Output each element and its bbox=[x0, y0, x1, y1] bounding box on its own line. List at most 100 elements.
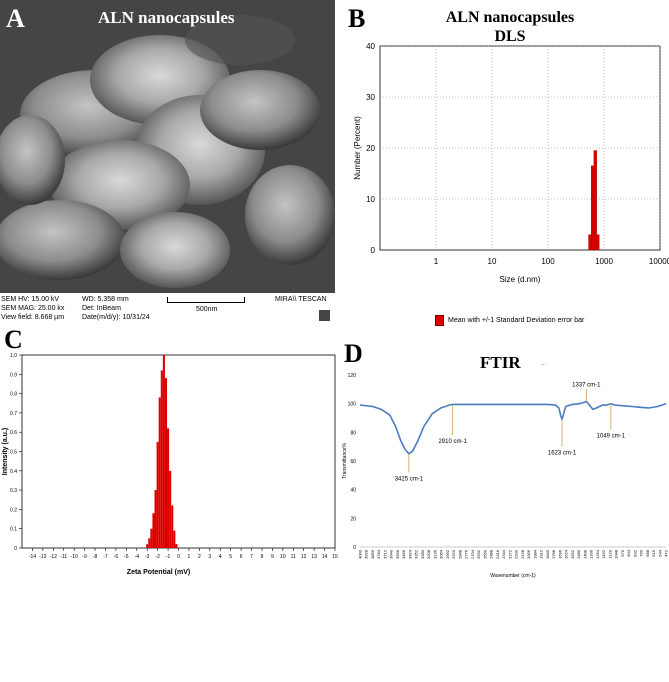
zeta-y-tick-label: 0.5 bbox=[10, 450, 17, 456]
zeta-x-tick-label: 13 bbox=[311, 554, 317, 560]
ftir-x-tick-label: 976 bbox=[620, 549, 625, 556]
ftir-x-tick-label: 616 bbox=[651, 549, 656, 556]
ftir-x-tick-label: 2272 bbox=[507, 549, 512, 559]
zeta-x-tick-label: 1 bbox=[188, 554, 191, 560]
zeta-x-tick-label: 9 bbox=[271, 554, 274, 560]
zeta-x-tick-label: -6 bbox=[114, 554, 119, 560]
dls-x-tick-label: 1 bbox=[434, 257, 439, 266]
ftir-x-tick-label: 832 bbox=[632, 549, 637, 556]
ftir-x-tick-label: 472 bbox=[664, 549, 669, 556]
ftir-y-tick-label: 100 bbox=[348, 402, 357, 408]
sem-hv: SEM HV: 15.00 kV bbox=[1, 296, 60, 303]
dls-legend: Mean with +/-1 Standard Deviation error … bbox=[435, 315, 584, 326]
dls-title-line-1: ALN nanocapsules bbox=[445, 9, 575, 26]
ftir-annotation-label: 3425 cm-1 bbox=[395, 476, 424, 482]
ftir-x-tick-label: 3856 bbox=[370, 549, 375, 559]
ftir-y-tick-label: 120 bbox=[348, 373, 357, 379]
ftir-x-tick-label: 2704 bbox=[470, 549, 475, 559]
ftir-x-tick-label: 3208 bbox=[426, 549, 431, 559]
dls-title: ALN nanocapsules DLS bbox=[430, 8, 590, 46]
zeta-y-tick-label: 0.1 bbox=[10, 527, 17, 533]
zeta-bar bbox=[175, 544, 178, 548]
dls-legend-swatch bbox=[435, 315, 444, 326]
ftir-x-tick-label: 3568 bbox=[395, 549, 400, 559]
ftir-x-tick-label: 2776 bbox=[464, 549, 469, 559]
ftir-title-suffix: ... bbox=[541, 361, 546, 367]
ftir-x-tick-label: 3640 bbox=[389, 549, 394, 559]
ftir-x-tick-label: 1192 bbox=[601, 549, 606, 558]
dls-y-tick-label: 40 bbox=[366, 42, 375, 51]
dls-bar bbox=[593, 150, 597, 251]
ftir-x-tick-label: 1912 bbox=[539, 549, 544, 559]
zeta-bar bbox=[171, 505, 174, 548]
ftir-y-axis-label: Transmittance% bbox=[342, 442, 348, 478]
zeta-x-tick-label: 11 bbox=[291, 554, 296, 560]
ftir-y-tick-label: 40 bbox=[350, 488, 356, 494]
zeta-x-tick-label: -9 bbox=[82, 554, 87, 560]
ftir-y-tick-label: 20 bbox=[350, 516, 356, 522]
dls-y-axis-label: Number (Percent) bbox=[353, 116, 362, 180]
ftir-annotation-label: 1623 cm-1 bbox=[548, 451, 577, 457]
ftir-x-tick-label: 1264 bbox=[595, 549, 600, 559]
zeta-x-tick-label: -5 bbox=[124, 554, 129, 560]
zeta-bar bbox=[167, 428, 170, 548]
ftir-x-tick-label: 3928 bbox=[364, 549, 369, 559]
zeta-x-tick-label: 6 bbox=[240, 554, 243, 560]
ftir-x-tick-label: 3496 bbox=[401, 549, 406, 559]
tescan-logo-icon bbox=[319, 310, 330, 321]
zeta-y-tick-label: 0 bbox=[14, 546, 17, 552]
ftir-x-tick-label: 1336 bbox=[589, 549, 594, 559]
dls-x-tick-label: 100 bbox=[541, 257, 555, 266]
zeta-y-axis-label: Intensity (a.u.) bbox=[2, 428, 9, 475]
sem-brand: MIRA\\ TESCAN bbox=[275, 296, 327, 303]
sem-title: ALN nanocapsules bbox=[98, 8, 235, 27]
zeta-y-tick-label: 0.4 bbox=[10, 469, 17, 475]
dls-x-tick-label: 10 bbox=[488, 257, 497, 266]
ftir-x-tick-label: 2632 bbox=[476, 549, 481, 559]
dls-y-tick-label: 30 bbox=[366, 93, 375, 102]
ftir-x-tick-label: 2848 bbox=[457, 549, 462, 559]
zeta-bar bbox=[160, 370, 163, 548]
dls-bar bbox=[588, 234, 592, 251]
dls-chart: 1 10 100 1000 10000 0 10 20 30 40 Size (d.nm) Numbe… bbox=[353, 42, 669, 284]
sem-scale-bar bbox=[167, 297, 245, 303]
ftir-x-tick-label: 3136 bbox=[432, 549, 437, 559]
ftir-x-tick-label: 1840 bbox=[545, 549, 550, 559]
ftir-x-tick-label: 688 bbox=[645, 549, 650, 556]
ftir-x-tick-label: 1768 bbox=[551, 549, 556, 559]
dls-x-axis-label: Size (d.nm) bbox=[500, 275, 541, 284]
ftir-y-tick-label: 60 bbox=[350, 459, 356, 465]
zeta-y-tick-label: 0.9 bbox=[10, 372, 17, 378]
zeta-x-tick-label: -2 bbox=[155, 554, 160, 560]
dls-bar bbox=[590, 165, 595, 251]
ftir-x-tick-label: 3424 bbox=[407, 549, 412, 559]
zeta-x-tick-label: 3 bbox=[208, 554, 211, 560]
ftir-x-tick-label: 1120 bbox=[607, 549, 612, 558]
zeta-bar bbox=[173, 530, 176, 548]
zeta-x-tick-label: 8 bbox=[261, 554, 264, 560]
zeta-bar bbox=[162, 355, 165, 548]
panel-letter-b: B bbox=[348, 4, 366, 33]
zeta-panel: 0 0.1 0.2 0.3 0.4 0.5 0.6 0.7 0.8 0.9 1.0 -14 -13 -12… bbox=[0, 327, 340, 583]
sem-image bbox=[0, 0, 335, 294]
zeta-bar bbox=[169, 470, 172, 548]
zeta-x-tick-label: -7 bbox=[103, 554, 108, 560]
zeta-x-tick-label: 5 bbox=[229, 554, 232, 560]
ftir-x-axis-label: Wavenumber (cm-1) bbox=[490, 573, 536, 579]
ftir-x-tick-label: 2056 bbox=[526, 549, 531, 559]
ftir-x-tick-label: 3784 bbox=[376, 549, 381, 559]
sem-wd: WD: 5.358 mm bbox=[82, 296, 129, 303]
dls-y-tick-label: 20 bbox=[366, 144, 375, 153]
zeta-plot-frame bbox=[21, 354, 336, 549]
ftir-x-tick-label: 1624 bbox=[564, 549, 569, 559]
panel-letter-a: A bbox=[6, 4, 25, 33]
zeta-bar bbox=[158, 397, 161, 548]
zeta-bar bbox=[150, 528, 153, 548]
zeta-bar bbox=[152, 513, 155, 548]
zeta-chart: 00.10.20.30.40.50.60.70.80.91.0-14 -13 -12… bbox=[2, 353, 338, 576]
sem-date: Date(m/d/y): 10/31/24 bbox=[82, 314, 150, 321]
dls-legend-label: Mean with +/-1 Standard Deviation error … bbox=[448, 317, 585, 324]
ftir-x-tick-label: 1552 bbox=[570, 549, 575, 559]
sem-det: Det: InBeam bbox=[82, 305, 121, 312]
